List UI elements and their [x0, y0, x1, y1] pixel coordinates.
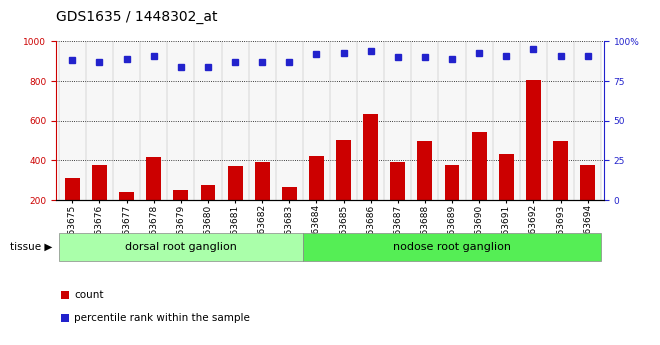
- Bar: [445, 165, 459, 240]
- Bar: [201, 185, 215, 240]
- Bar: [330, 41, 357, 200]
- Text: percentile rank within the sample: percentile rank within the sample: [74, 313, 250, 323]
- Bar: [86, 41, 113, 200]
- Bar: [59, 41, 86, 200]
- Bar: [147, 157, 161, 240]
- Bar: [553, 141, 568, 240]
- Bar: [174, 190, 188, 240]
- Bar: [92, 165, 107, 240]
- Bar: [255, 162, 270, 240]
- Bar: [282, 187, 297, 240]
- Bar: [574, 41, 601, 200]
- Bar: [303, 41, 330, 200]
- Bar: [59, 233, 303, 261]
- Bar: [526, 80, 541, 240]
- Text: tissue ▶: tissue ▶: [11, 242, 53, 252]
- Bar: [499, 155, 513, 240]
- Bar: [411, 41, 438, 200]
- Bar: [363, 114, 378, 240]
- Bar: [418, 141, 432, 240]
- Bar: [336, 140, 351, 240]
- Bar: [357, 41, 384, 200]
- Bar: [472, 132, 486, 240]
- Bar: [309, 156, 324, 240]
- Bar: [276, 41, 303, 200]
- Text: nodose root ganglion: nodose root ganglion: [393, 242, 511, 252]
- Bar: [65, 178, 80, 240]
- Bar: [465, 41, 493, 200]
- Bar: [303, 233, 601, 261]
- Bar: [390, 162, 405, 240]
- Text: GDS1635 / 1448302_at: GDS1635 / 1448302_at: [56, 10, 218, 24]
- Bar: [384, 41, 411, 200]
- Bar: [520, 41, 547, 200]
- Text: dorsal root ganglion: dorsal root ganglion: [125, 242, 237, 252]
- Text: count: count: [74, 290, 104, 300]
- Bar: [580, 165, 595, 240]
- Bar: [61, 291, 69, 299]
- Bar: [119, 192, 134, 240]
- Bar: [140, 41, 167, 200]
- Bar: [249, 41, 276, 200]
- Bar: [61, 314, 69, 322]
- Bar: [195, 41, 222, 200]
- Bar: [222, 41, 249, 200]
- Bar: [547, 41, 574, 200]
- Bar: [438, 41, 465, 200]
- Bar: [167, 41, 195, 200]
- Bar: [228, 166, 242, 240]
- Bar: [113, 41, 140, 200]
- Bar: [493, 41, 520, 200]
